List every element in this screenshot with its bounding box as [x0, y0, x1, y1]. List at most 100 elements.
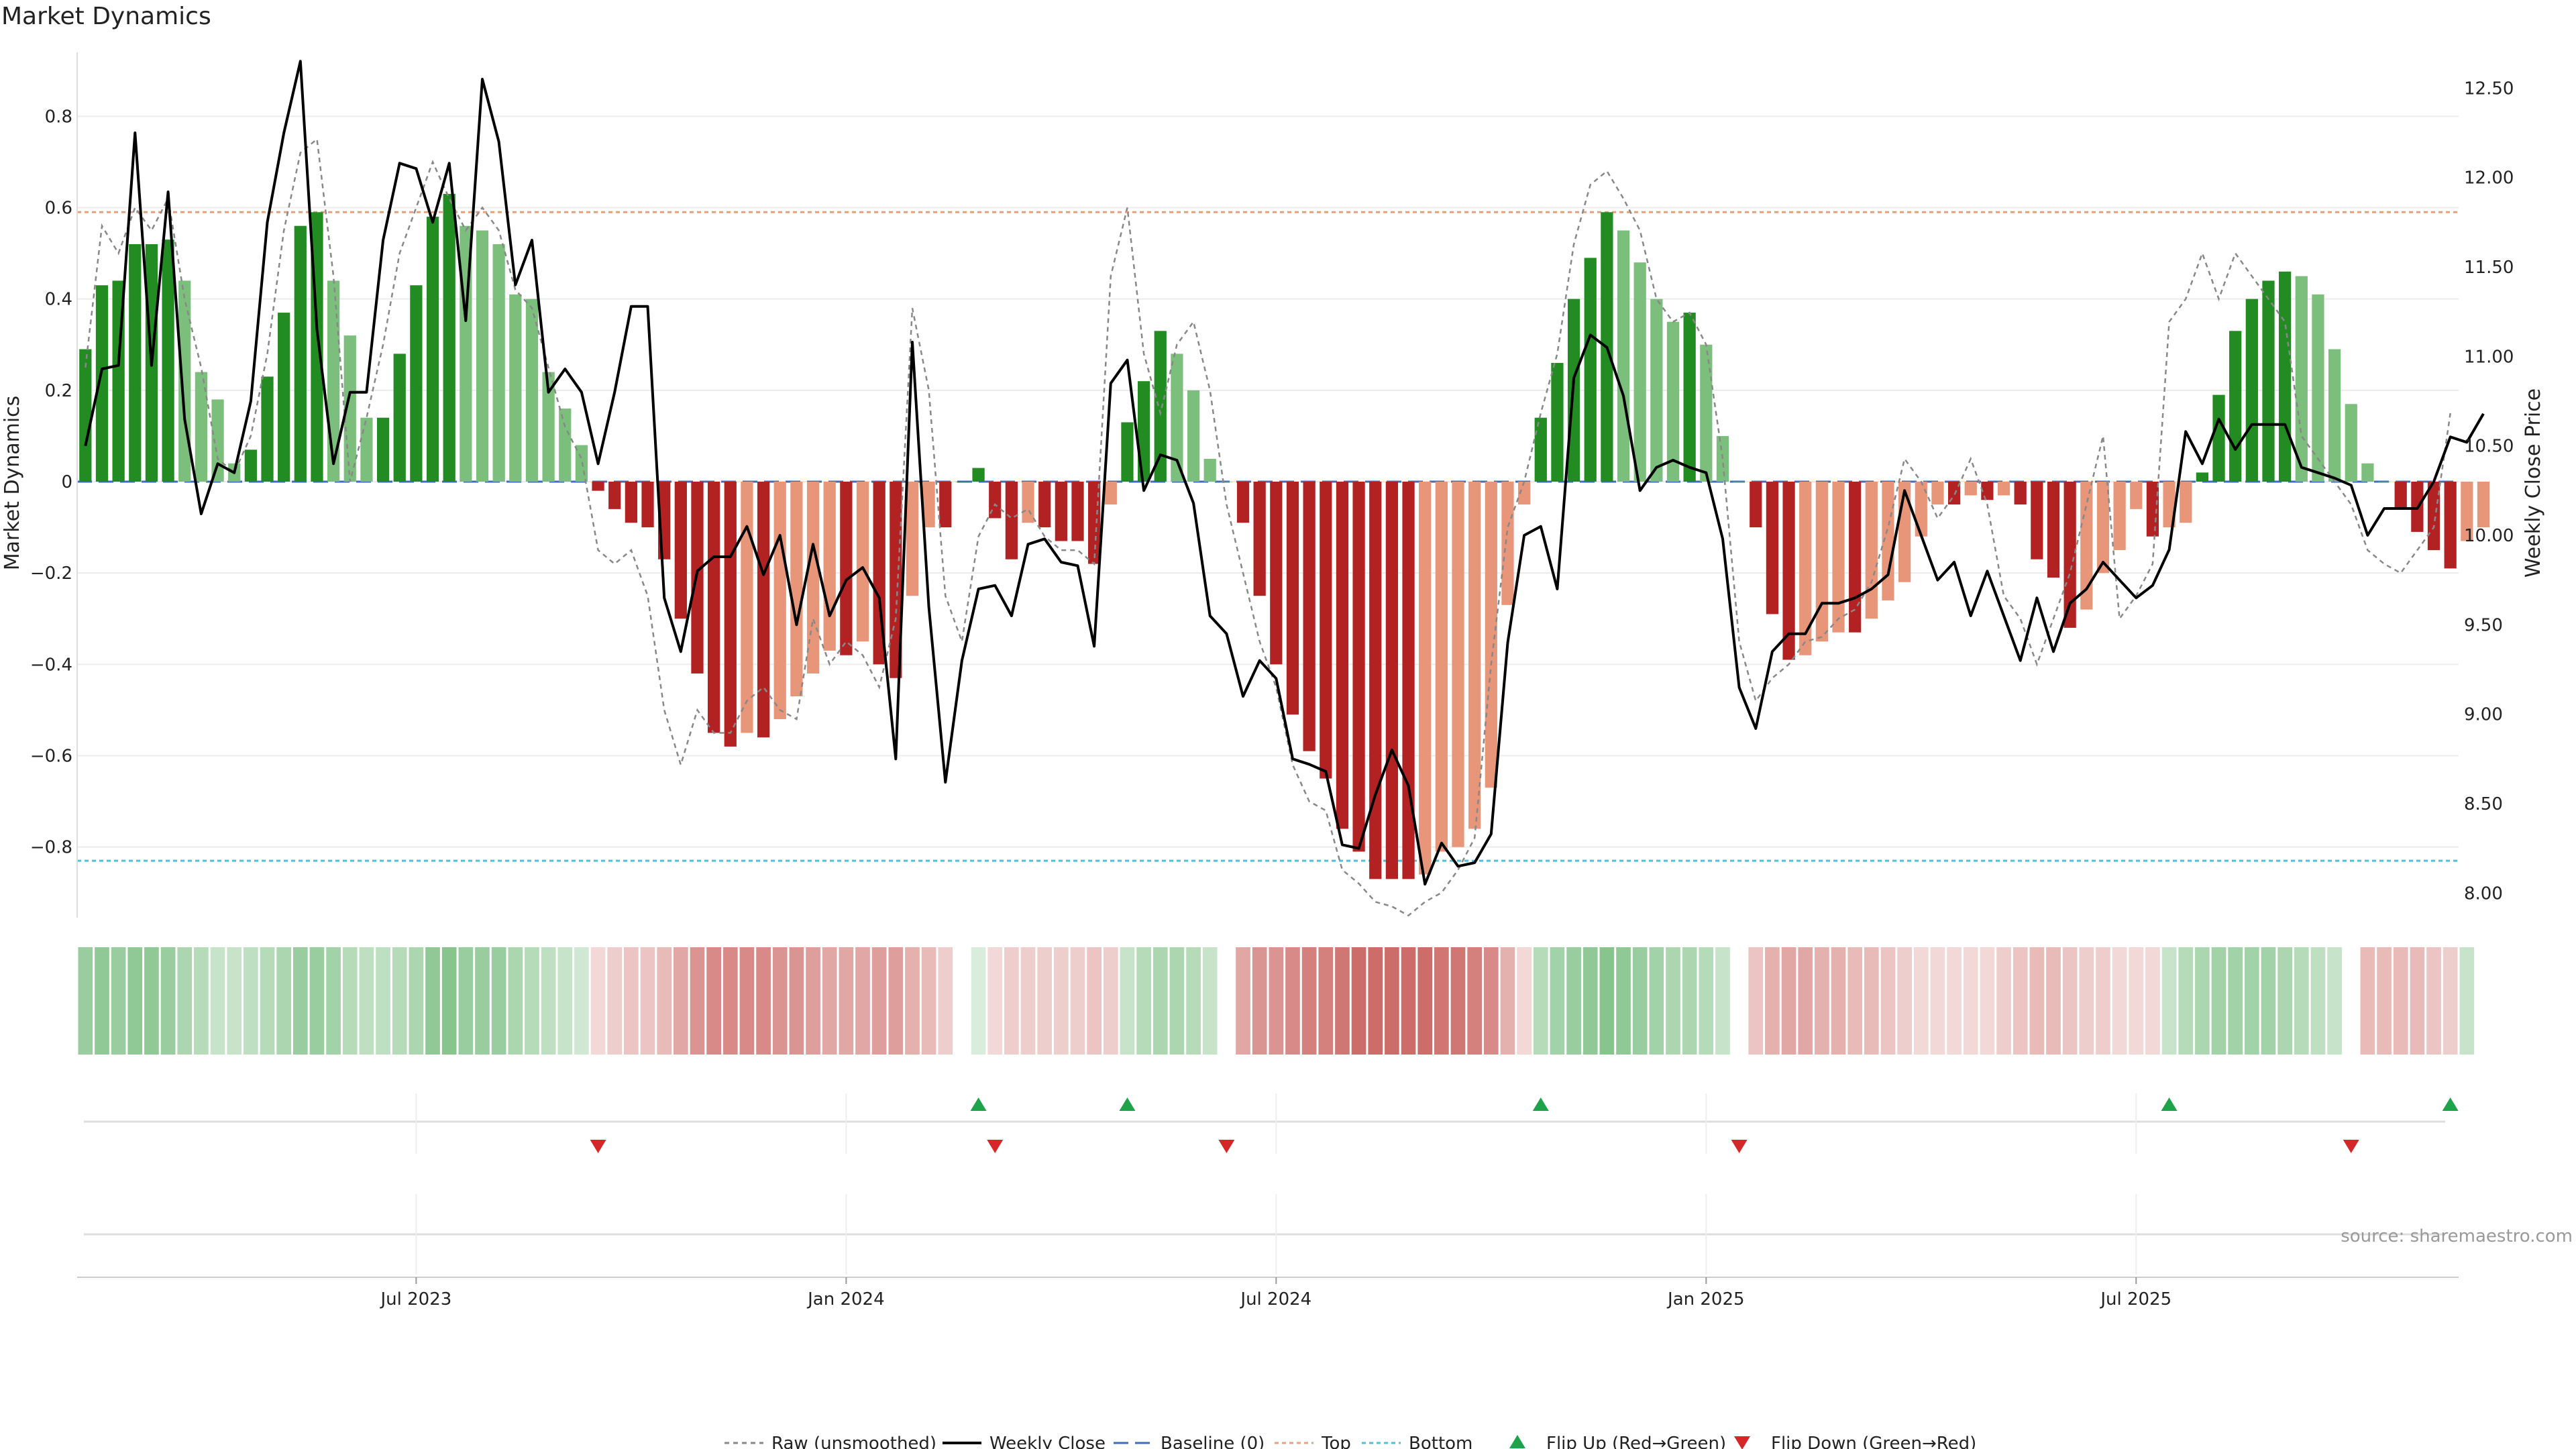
x-axis: Jul 2023 Jan 2024 Jul 2024 Jan 2025 Jul 2025 — [77, 1093, 2459, 1309]
momentum-bar — [1452, 482, 1464, 847]
momentum-bar — [2063, 482, 2076, 628]
left-tick-label: −0.6 — [30, 747, 72, 767]
strip-cell — [1335, 947, 1350, 1055]
strip-cell — [1236, 947, 1250, 1055]
momentum-bar — [2113, 482, 2126, 551]
momentum-bar — [278, 313, 290, 482]
momentum-bar — [1534, 417, 1547, 482]
strip-cell — [2244, 947, 2259, 1055]
momentum-bar — [2444, 482, 2457, 569]
momentum-bar — [443, 194, 455, 482]
strip-cell — [971, 947, 986, 1055]
momentum-bar — [989, 482, 1002, 519]
left-tick-label: 0.4 — [45, 290, 72, 310]
strip-cell — [1913, 947, 1929, 1055]
momentum-bar — [972, 468, 985, 482]
strip-cell — [1417, 947, 1433, 1055]
momentum-bar — [2031, 482, 2043, 559]
strip-cell — [1004, 947, 1019, 1055]
flip-down-marker — [987, 1140, 1004, 1153]
momentum-bar — [1650, 299, 1663, 482]
strip-cell — [2443, 947, 2458, 1055]
right-tick-label: 12.50 — [2464, 78, 2514, 99]
strip-cell — [789, 947, 804, 1055]
strip-cell — [1269, 947, 1284, 1055]
strip-cell — [822, 947, 837, 1055]
momentum-bar — [360, 417, 373, 482]
momentum-bar — [1419, 482, 1432, 875]
strip-cell — [342, 947, 358, 1055]
flip-up-marker — [2442, 1097, 2459, 1111]
momentum-bar — [1551, 362, 1564, 482]
momentum-bar — [1121, 422, 1134, 482]
strip-cell — [1682, 947, 1697, 1055]
momentum-bar — [1750, 482, 1762, 528]
momentum-bar — [1633, 262, 1646, 482]
momentum-bar — [542, 372, 555, 482]
momentum-bar — [1303, 482, 1316, 751]
momentum-bar — [1253, 482, 1266, 596]
momentum-bar — [741, 482, 753, 733]
momentum-bar — [410, 285, 423, 482]
strip-cell — [1649, 947, 1664, 1055]
strip-cell — [1980, 947, 1995, 1055]
momentum-bar — [1369, 482, 1382, 879]
momentum-bar — [922, 482, 935, 528]
strip-cell — [987, 947, 1003, 1055]
momentum-bar — [1865, 482, 1878, 619]
momentum-bar — [773, 482, 786, 720]
momentum-bar — [162, 239, 174, 482]
strip-cell — [1202, 947, 1218, 1055]
momentum-bar — [2394, 482, 2407, 509]
momentum-bar — [1931, 482, 1944, 505]
momentum-bar — [1766, 482, 1779, 614]
momentum-bar — [244, 449, 257, 482]
legend-label: Raw (unsmoothed) — [771, 1434, 936, 1449]
x-tick-label: Jul 2025 — [2099, 1289, 2171, 1309]
momentum-bar — [1336, 482, 1349, 829]
strip-cell — [475, 947, 490, 1055]
strip-cell — [2211, 947, 2226, 1055]
strip-cell — [1385, 947, 1399, 1055]
strip-cell — [607, 947, 623, 1055]
momentum-bar — [426, 217, 439, 482]
strip-cell — [1963, 947, 1978, 1055]
right-tick-label: 8.50 — [2464, 794, 2503, 814]
momentum-bar — [1236, 482, 1250, 523]
strip-cell — [1120, 947, 1135, 1055]
flip-up-marker — [970, 1097, 987, 1111]
strip-cell — [95, 947, 109, 1055]
momentum-bar — [1517, 482, 1531, 505]
momentum-bar — [939, 482, 952, 528]
legend-label: Top — [1321, 1434, 1351, 1449]
momentum-bar — [2279, 271, 2292, 482]
strip-cell — [2046, 947, 2061, 1055]
strip-cell — [1483, 947, 1499, 1055]
momentum-bar — [79, 349, 92, 482]
strip-cell — [1186, 947, 1201, 1055]
momentum-bar — [393, 354, 406, 482]
momentum-bar — [608, 482, 621, 509]
momentum-bar — [2080, 482, 2093, 610]
momentum-bar — [492, 244, 505, 482]
strip-cell — [2393, 947, 2408, 1055]
right-tick-label: 8.00 — [2464, 883, 2503, 904]
strip-cell — [722, 947, 738, 1055]
momentum-bar — [840, 482, 853, 655]
strip-cell — [359, 947, 374, 1055]
momentum-bar — [195, 372, 208, 482]
flip-down-marker — [1218, 1140, 1235, 1153]
strip-cell — [855, 947, 870, 1055]
momentum-bar — [327, 280, 340, 482]
strip-cell — [1053, 947, 1069, 1055]
strip-cell — [2277, 947, 2292, 1055]
legend: Raw (unsmoothed) Weekly Close Baseline (0)… — [724, 1434, 1976, 1449]
strip-cell — [160, 947, 176, 1055]
right-tick-label: 9.50 — [2464, 615, 2503, 635]
strip-cell — [2178, 947, 2194, 1055]
strip-cell — [690, 947, 705, 1055]
legend-label: Baseline (0) — [1161, 1434, 1265, 1449]
strip-cell — [111, 947, 126, 1055]
strip-cell — [673, 947, 688, 1055]
strip-cell — [1070, 947, 1085, 1055]
